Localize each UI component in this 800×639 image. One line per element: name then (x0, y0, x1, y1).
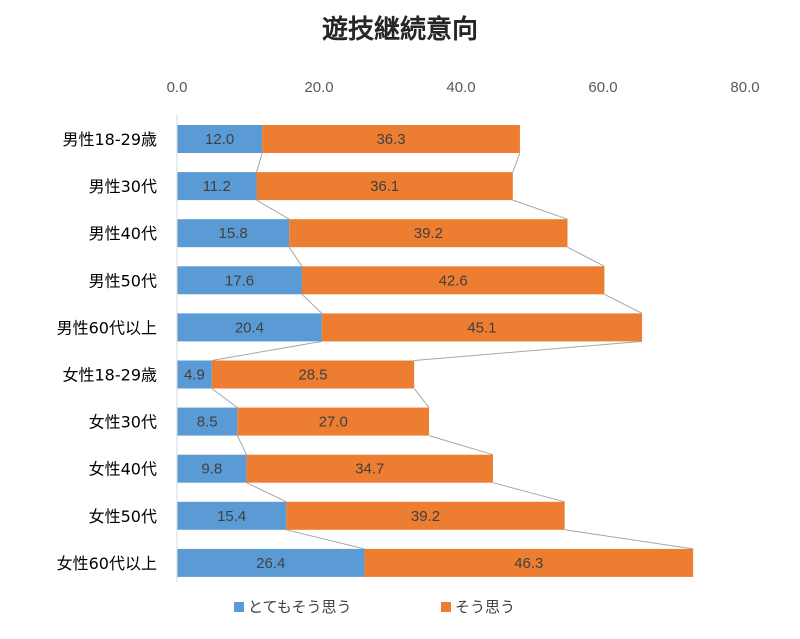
bar-strongly-agree (177, 454, 247, 483)
category-label: 女性18-29歳 (63, 366, 158, 385)
data-label-agree: 36.1 (370, 178, 399, 195)
bar-strongly-agree (177, 407, 238, 436)
series-line (564, 529, 694, 550)
legend-label-strongly-agree: とてもそう思う (248, 598, 352, 616)
bar-strongly-agree (177, 360, 212, 389)
data-label-agree: 46.3 (514, 555, 543, 572)
legend-swatch-strongly-agree (234, 602, 244, 612)
series-line (256, 199, 290, 220)
series-line (301, 293, 323, 314)
category-labels: 男性18-29歳男性30代男性40代男性50代男性60代以上女性18-29歳女性… (57, 130, 157, 573)
category-label: 女性50代 (89, 507, 157, 526)
data-label-agree: 36.3 (376, 131, 405, 148)
series-line (211, 388, 238, 409)
series-line (286, 529, 365, 550)
series-line (567, 246, 605, 267)
x-tick-label: 80.0 (730, 79, 759, 96)
bar-agree (246, 454, 493, 483)
bar-strongly-agree (177, 125, 263, 153)
legend: とてもそう思う そう思う (234, 598, 515, 616)
data-label-strongly-agree: 8.5 (197, 414, 218, 431)
bar-strongly-agree (177, 172, 257, 201)
series-line (492, 482, 565, 503)
series-line (512, 199, 568, 220)
x-tick-label: 0.0 (167, 79, 188, 96)
data-label-agree: 39.2 (414, 225, 443, 242)
bar-agree (262, 125, 520, 153)
data-label-strongly-agree: 11.2 (203, 178, 231, 195)
x-axis-ticks: 0.0 20.0 40.0 60.0 80.0 (167, 79, 760, 96)
series-line (256, 152, 263, 173)
series-line (246, 482, 287, 503)
series-lines (211, 152, 694, 550)
x-tick-label: 40.0 (446, 79, 475, 96)
data-label-agree: 42.6 (439, 272, 468, 289)
series-line (236, 435, 248, 455)
bar-strongly-agree (177, 313, 322, 342)
bar-agree (211, 360, 415, 389)
series-line (428, 435, 494, 456)
category-label: 男性30代 (89, 177, 157, 196)
data-label-agree: 39.2 (411, 508, 440, 525)
bar-agree (321, 313, 643, 342)
data-label-strongly-agree: 9.8 (201, 461, 222, 478)
bar-strongly-agree (177, 548, 365, 577)
bar-strongly-agree (177, 219, 290, 248)
bar-agree (289, 219, 568, 248)
series-line (414, 340, 643, 361)
data-label-strongly-agree: 12.0 (205, 131, 234, 148)
category-label: 女性30代 (89, 413, 157, 432)
data-label-strongly-agree: 26.4 (256, 555, 285, 572)
series-line (413, 388, 430, 408)
series-line (604, 293, 643, 314)
x-tick-label: 20.0 (304, 79, 333, 96)
data-label-strongly-agree: 15.4 (217, 508, 246, 525)
category-label: 女性40代 (89, 460, 157, 479)
series-line (211, 340, 322, 361)
category-label: 女性60代以上 (57, 554, 157, 573)
data-label-agree: 27.0 (319, 414, 348, 431)
series-line (512, 152, 521, 173)
chart-title: 遊技継続意向 (322, 14, 478, 45)
bar-strongly-agree (177, 266, 302, 295)
bar-agree (364, 548, 694, 577)
x-tick-label: 60.0 (588, 79, 617, 96)
data-label-strongly-agree: 20.4 (235, 319, 264, 336)
category-label: 男性50代 (89, 271, 157, 290)
data-label-agree: 28.5 (298, 367, 327, 384)
category-label: 男性60代以上 (57, 318, 157, 337)
legend-label-agree: そう思う (455, 598, 515, 616)
category-label: 男性18-29歳 (63, 130, 158, 149)
bars: 12.0 36.3 11.2 36.1 15.8 39.2 17.6 42.6 20.4 45.1… (177, 125, 694, 577)
data-label-strongly-agree: 15.8 (218, 225, 247, 242)
series-line (288, 246, 303, 267)
bar-strongly-agree (177, 501, 287, 530)
bar-agree (256, 172, 513, 201)
bar-agree (301, 266, 605, 295)
bar-agree (286, 501, 565, 530)
legend-swatch-agree (441, 602, 451, 612)
data-label-strongly-agree: 4.9 (184, 367, 205, 384)
data-label-strongly-agree: 17.6 (225, 272, 254, 289)
data-label-agree: 45.1 (467, 319, 496, 336)
data-label-agree: 34.7 (355, 461, 384, 478)
bar-agree (237, 407, 430, 436)
category-label: 男性40代 (89, 224, 157, 243)
